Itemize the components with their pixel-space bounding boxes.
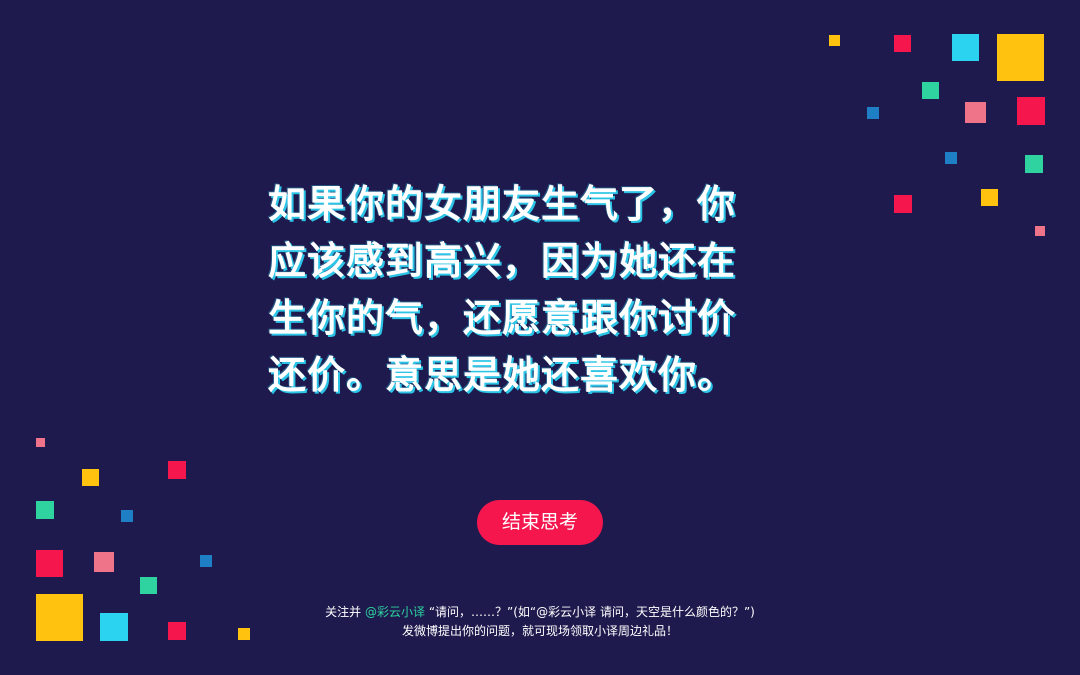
quote-line: 如果你的女朋友生气了，你 <box>268 182 737 226</box>
decor-square <box>168 622 186 640</box>
decor-square <box>36 501 54 519</box>
footer-line-2: 发微博提出你的问题，就可现场领取小译周边礼品！ <box>401 624 678 638</box>
decor-square <box>829 35 840 46</box>
decor-square <box>168 461 186 479</box>
decor-square <box>867 107 879 119</box>
decor-square <box>36 550 63 577</box>
footer-line-1: 关注并 @彩云小译 “请问，……？”(如“@彩云小译 请问，天空是什么颜色的？”… <box>200 603 880 622</box>
decor-square <box>36 438 45 447</box>
decor-square <box>238 628 250 640</box>
weibo-handle-link[interactable]: @彩云小译 <box>364 605 425 619</box>
quote-line: 还价。意思是她还喜欢你。 <box>268 353 737 397</box>
decor-square <box>952 34 979 61</box>
decor-square <box>981 189 998 206</box>
decor-square <box>82 469 99 486</box>
end-thinking-button[interactable]: 结束思考 <box>477 500 603 545</box>
footer-note: 关注并 @彩云小译 “请问，……？”(如“@彩云小译 请问，天空是什么颜色的？”… <box>200 603 880 641</box>
decor-square <box>894 35 911 52</box>
decor-square <box>997 34 1044 81</box>
decor-square <box>945 152 957 164</box>
decor-square <box>100 613 128 641</box>
decor-square <box>894 195 912 213</box>
decor-square <box>965 102 986 123</box>
decor-square <box>1035 226 1045 236</box>
decor-square <box>94 552 114 572</box>
quote-text: 如果你的女朋友生气了，你 应该感到高兴，因为她还在 生你的气，还愿意跟你讨价 还… <box>268 176 788 404</box>
footer-line-1-text: “请问，……？”(如“@彩云小译 请问，天空是什么颜色的？”) <box>428 605 755 619</box>
decor-square <box>1025 155 1043 173</box>
decor-square <box>140 577 157 594</box>
decor-square <box>1017 97 1045 125</box>
decor-square <box>36 594 83 641</box>
decor-square <box>200 555 212 567</box>
quote-line: 生你的气，还愿意跟你讨价 <box>268 296 737 340</box>
quote-line: 应该感到高兴，因为她还在 <box>268 239 737 283</box>
footer-prefix: 关注并 <box>325 605 362 619</box>
decor-square <box>922 82 939 99</box>
decor-square <box>121 510 133 522</box>
